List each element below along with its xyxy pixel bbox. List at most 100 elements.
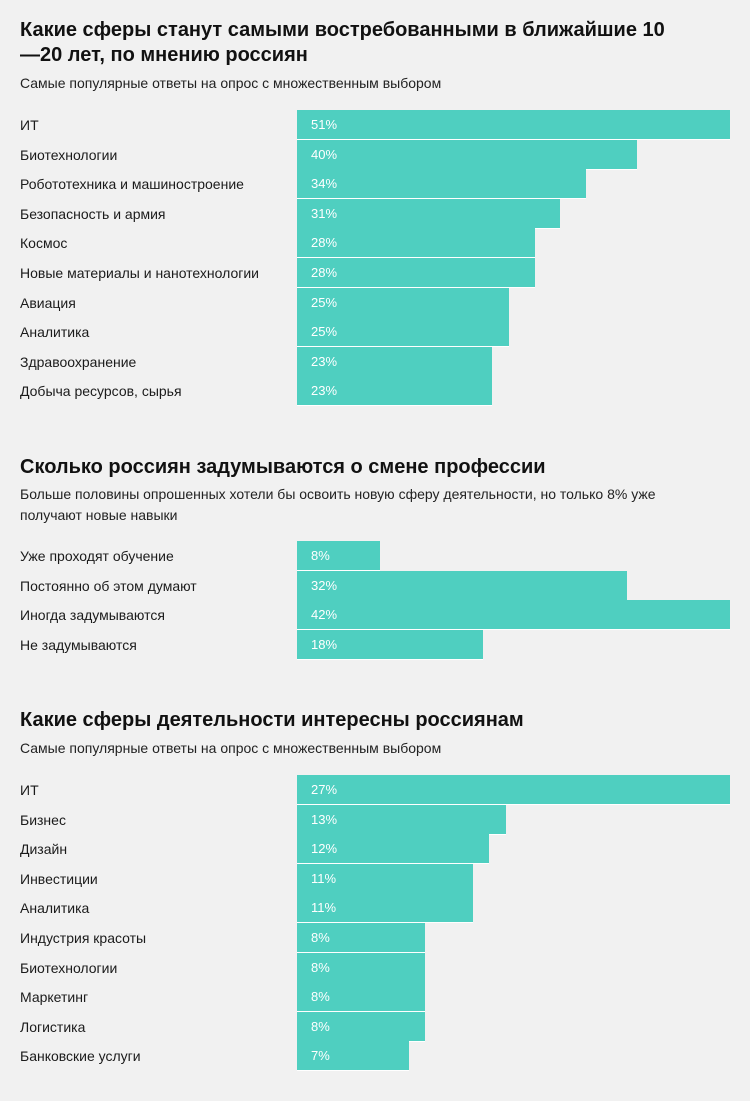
category-label: Маркетинг <box>20 989 89 1006</box>
category-label: Аналитика <box>20 324 90 341</box>
value-label: 25% <box>311 294 338 310</box>
chart-title: Сколько россиян задумываются о смене про… <box>20 456 546 478</box>
bar-row: Биотехнологии 40% <box>0 139 750 170</box>
bar: 28% <box>297 228 535 259</box>
bar-row: Дизайн 12% <box>0 834 750 865</box>
bar-row: Добыча ресурсов, сырья 23% <box>0 376 750 407</box>
category-label: Бизнес <box>20 811 66 828</box>
category-label: Аналитика <box>20 900 90 917</box>
category-label: Биотехнологии <box>20 959 118 976</box>
bar-row: Космос 28% <box>0 228 750 259</box>
value-label: 23% <box>311 353 338 369</box>
bar: 34% <box>297 169 586 200</box>
bar-row: Бизнес 13% <box>0 804 750 835</box>
bar: 11% <box>297 863 474 894</box>
bar-row: Авиация 25% <box>0 287 750 318</box>
bar: 8% <box>297 982 426 1013</box>
bar-row: Безопасность и армия 31% <box>0 198 750 229</box>
bar-row: Постоянно об этом думают 32% <box>0 570 750 601</box>
category-label: Инвестиции <box>20 870 98 887</box>
bar-row: Не задумываются 18% <box>0 629 750 660</box>
value-label: 34% <box>311 176 338 192</box>
bar-row: Инвестиции 11% <box>0 863 750 894</box>
category-label: Логистика <box>20 1018 86 1035</box>
bar: 40% <box>297 139 637 170</box>
value-label: 8% <box>311 959 330 975</box>
value-label: 42% <box>311 607 338 623</box>
bar: 23% <box>297 376 493 407</box>
bar-row: Здравоохранение 23% <box>0 346 750 377</box>
bar: 42% <box>297 600 730 631</box>
bar-row: Новые материалы и нанотехнологии 28% <box>0 258 750 288</box>
category-label: ИТ <box>20 782 39 798</box>
bar: 8% <box>297 923 426 953</box>
category-label: Космос <box>20 235 68 252</box>
category-label: Биотехнологии <box>20 146 118 163</box>
bar: 13% <box>297 804 506 835</box>
category-label: Постоянно об этом думают <box>20 577 197 594</box>
bar: 31% <box>297 198 561 229</box>
bar: 8% <box>297 952 426 983</box>
bar-row: Иногда задумываются 42% <box>0 600 750 631</box>
category-label: Иногда задумываются <box>20 607 165 624</box>
category-label: Робототехника и машиностроение <box>20 176 244 193</box>
bar: 27% <box>297 775 730 805</box>
value-label: 12% <box>311 841 338 857</box>
category-label: Не задумываются <box>20 636 137 653</box>
chart-title: Какие сферы станут самыми востребованным… <box>20 19 665 66</box>
bar: 51% <box>297 110 730 140</box>
bar-row: Уже проходят обучение 8% <box>0 541 750 571</box>
value-label: 8% <box>311 1018 330 1034</box>
bar-row: Логистика 8% <box>0 1011 750 1042</box>
category-label: Дизайн <box>20 841 68 858</box>
bar-row: Индустрия красоты 8% <box>0 923 750 953</box>
value-label: 18% <box>311 636 338 652</box>
category-label: Авиация <box>20 294 76 311</box>
bar: 12% <box>297 834 490 865</box>
category-label: Безопасность и армия <box>20 205 166 222</box>
category-label: ИТ <box>20 117 39 133</box>
chart-subtitle: Больше половины опрошенных хотели бы осв… <box>20 486 656 523</box>
value-label: 31% <box>311 205 338 221</box>
value-label: 40% <box>311 146 338 162</box>
value-label: 13% <box>311 811 338 827</box>
value-label: 28% <box>311 265 338 280</box>
category-label: Добыча ресурсов, сырья <box>20 383 182 400</box>
bar-row: ИТ 51% <box>0 110 750 140</box>
category-label: Здравоохранение <box>20 353 137 370</box>
value-label: 32% <box>311 577 338 593</box>
value-label: 11% <box>311 900 337 916</box>
chart-title: Какие сферы деятельности интересны росси… <box>20 709 524 731</box>
bar: 7% <box>297 1041 410 1072</box>
category-label: Индустрия красоты <box>20 930 147 946</box>
bar: 8% <box>297 541 380 571</box>
value-label: 25% <box>311 324 338 340</box>
bar: 11% <box>297 893 474 924</box>
category-label: Уже проходят обучение <box>20 548 174 564</box>
value-label: 23% <box>311 383 338 399</box>
bar: 8% <box>297 1011 426 1042</box>
value-label: 8% <box>311 930 330 945</box>
bar-row: Аналитика 11% <box>0 893 750 924</box>
value-label: 7% <box>311 1048 330 1064</box>
bar-row: Маркетинг 8% <box>0 982 750 1013</box>
category-label: Банковские услуги <box>20 1048 141 1065</box>
bar: 25% <box>297 317 510 348</box>
bar-row: Банковские услуги 7% <box>0 1041 750 1072</box>
category-label: Новые материалы и нанотехнологии <box>20 265 259 281</box>
bar: 28% <box>297 258 535 288</box>
value-label: 28% <box>311 235 338 251</box>
bar: 25% <box>297 287 510 318</box>
bar-row: Аналитика 25% <box>0 317 750 348</box>
chart-subtitle: Самые популярные ответы на опрос с множе… <box>20 740 442 756</box>
value-label: 11% <box>311 870 337 886</box>
bar-row: Робототехника и машиностроение 34% <box>0 169 750 200</box>
value-label: 27% <box>311 782 338 797</box>
value-label: 51% <box>311 117 338 132</box>
bar-row: ИТ 27% <box>0 775 750 805</box>
value-label: 8% <box>311 548 330 563</box>
bar: 23% <box>297 346 493 377</box>
bar-row: Биотехнологии 8% <box>0 952 750 983</box>
bar: 18% <box>297 629 483 660</box>
